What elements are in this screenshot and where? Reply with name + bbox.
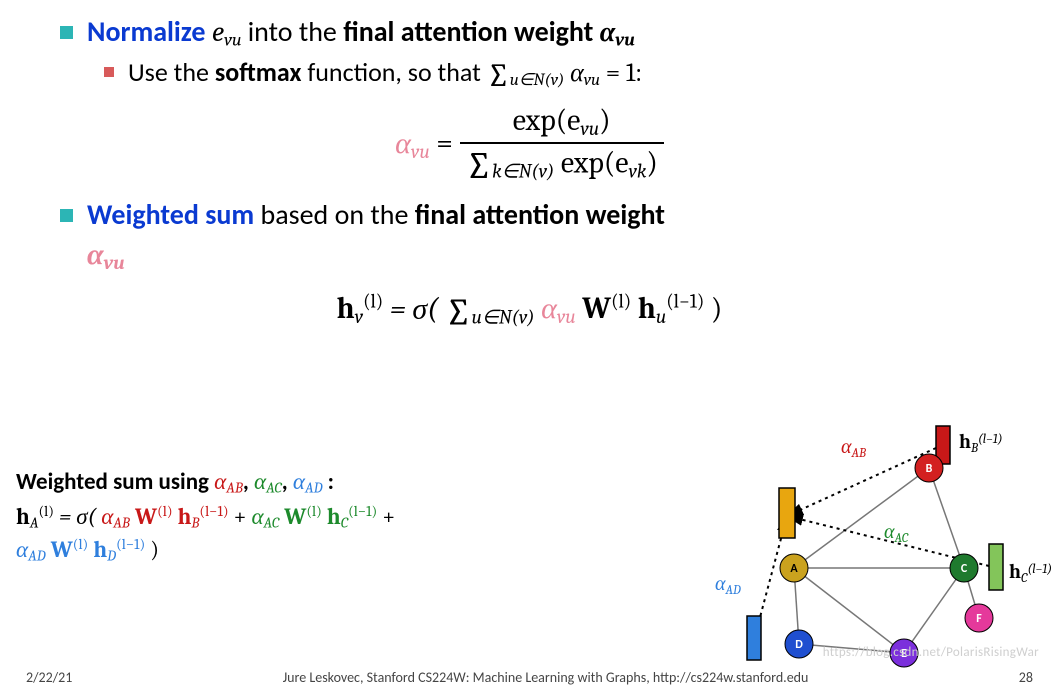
example-equation: hA(l) = σ( αAB W(l) hB(l−1) + αAC W(l) h… xyxy=(16,501,576,567)
term-ad: αAD xyxy=(16,536,46,563)
footer-credit: Jure Leskovec, Stanford CS224W: Machine … xyxy=(283,669,809,686)
label: into the xyxy=(248,14,343,49)
label: function, so that xyxy=(307,56,486,88)
svg-text:F: F xyxy=(976,612,982,626)
math: αvu xyxy=(87,237,125,272)
math: hA(l) xyxy=(16,503,54,530)
graph-svg: ABCDEF αABαACαADhB(l−1)hC(l−1) xyxy=(629,408,1059,668)
bullet-1-sub: Use the softmax function, so that ∑u∈N(v… xyxy=(104,56,999,98)
equation-softmax: αvu = exp(evu) ∑k∈N(v) exp(evk) xyxy=(60,104,999,187)
example-title: Weighted sum using αAB, αAC, αAD : xyxy=(16,466,576,499)
math: hu(l−1) xyxy=(638,291,711,326)
math: αAC xyxy=(254,468,282,495)
label: = σ( xyxy=(390,291,439,326)
math: W(l) xyxy=(135,503,173,530)
square-icon xyxy=(60,26,73,39)
footer-date: 2/22/21 xyxy=(26,669,72,686)
term-ac: αAC xyxy=(251,503,279,530)
svg-text:αAC: αAC xyxy=(884,520,909,546)
svg-text:αAD: αAD xyxy=(715,572,741,598)
slide-footer: 2/22/21 Jure Leskovec, Stanford CS224W: … xyxy=(0,669,1059,686)
math: W(l) xyxy=(51,536,89,563)
bullet-1: Normalize evu into the final attention w… xyxy=(60,14,999,52)
label: final attention weight xyxy=(415,197,665,232)
math: ∑u∈N(v) αvu = 1: xyxy=(487,58,642,88)
equation-weighted-sum: hv(l) = σ( ∑u∈N(v) αvu W(l) hu(l−1) ) xyxy=(60,290,999,334)
math-lhs: αvu xyxy=(395,126,436,161)
math: hv(l) xyxy=(337,291,390,326)
square-icon xyxy=(104,67,114,77)
svg-text:hB(l−1): hB(l−1) xyxy=(959,430,1003,456)
bullet-1-text: Normalize evu into the final attention w… xyxy=(87,14,635,52)
math: αAB xyxy=(214,468,243,495)
label: based on the xyxy=(261,197,415,232)
svg-text:C: C xyxy=(961,562,968,576)
numerator: exp(evu) xyxy=(460,104,664,143)
fraction: exp(evu) ∑k∈N(v) exp(evk) xyxy=(460,104,664,187)
label: ) xyxy=(711,291,722,326)
graph-diagram: ABCDEF αABαACαADhB(l−1)hC(l−1) xyxy=(629,408,1059,668)
square-icon xyxy=(60,209,73,222)
term-ab: αAB xyxy=(101,503,130,530)
math: αvu xyxy=(600,16,635,48)
bullet-2-text: Weighted sum based on the final attentio… xyxy=(87,197,665,276)
label: final attention weight xyxy=(343,14,600,49)
denominator: ∑k∈N(v) exp(evk) xyxy=(460,144,664,187)
svg-text:αAB: αAB xyxy=(841,435,866,461)
math: evu xyxy=(212,16,248,48)
svg-text:hC(l−1): hC(l−1) xyxy=(1009,560,1052,586)
math: hB(l−1) xyxy=(178,503,229,530)
bullet-2: Weighted sum based on the final attentio… xyxy=(60,197,999,276)
label: = xyxy=(436,126,459,161)
label: Weighted sum xyxy=(87,197,254,232)
example-block: Weighted sum using αAB, αAC, αAD : hA(l)… xyxy=(16,466,576,567)
label: Use the xyxy=(128,56,215,88)
label: softmax xyxy=(215,56,302,88)
math: αAD xyxy=(293,468,323,495)
watermark-text: https://blog.csdn.net/PolarisRisingWar xyxy=(823,645,1039,660)
svg-text:D: D xyxy=(795,638,803,652)
math: hD(l−1) xyxy=(93,536,145,563)
math: αvu xyxy=(541,291,582,326)
bullet-1-sub-text: Use the softmax function, so that ∑u∈N(v… xyxy=(128,56,642,98)
svg-text:A: A xyxy=(790,562,798,576)
label: Normalize xyxy=(87,14,206,49)
svg-text:B: B xyxy=(926,462,933,476)
math: W(l) xyxy=(284,503,322,530)
math: hC(l−1) xyxy=(327,503,377,530)
math: W(l) xyxy=(582,291,638,326)
footer-page: 28 xyxy=(1019,669,1033,686)
